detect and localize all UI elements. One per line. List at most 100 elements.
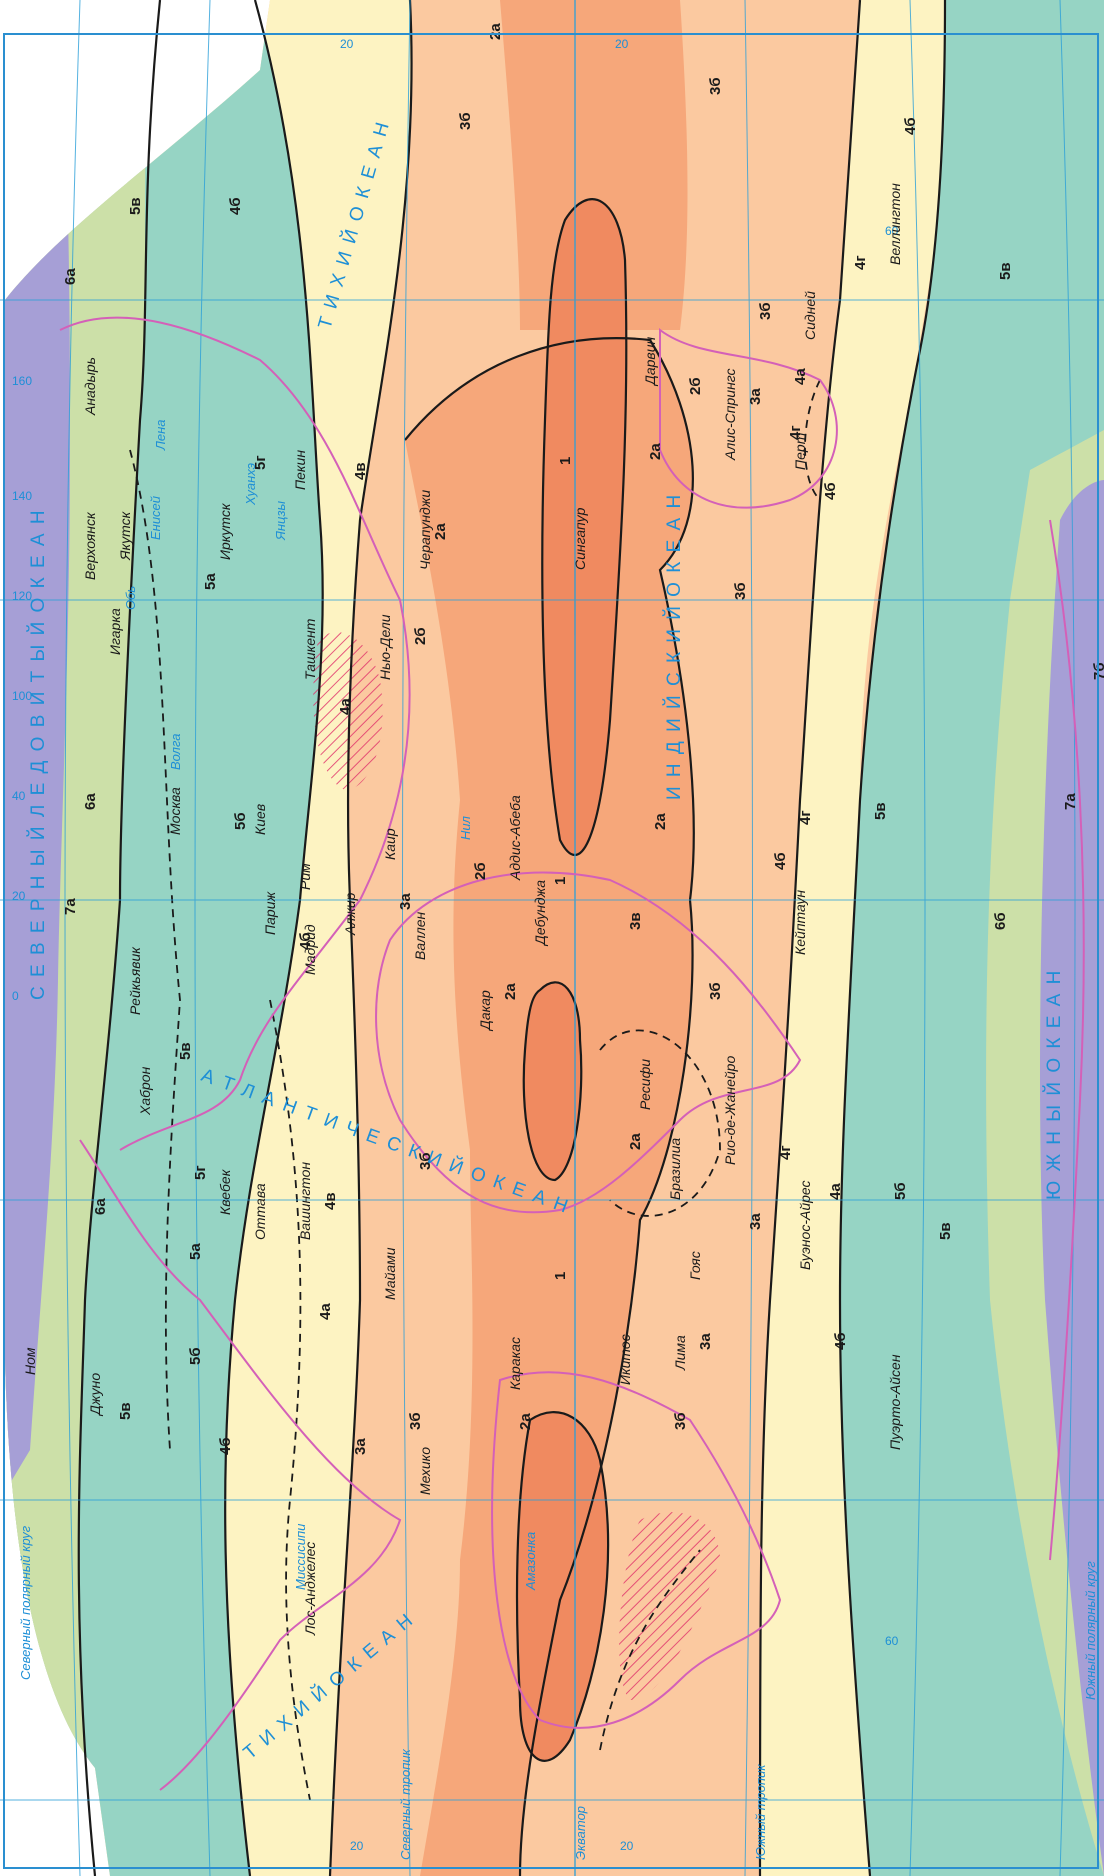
arctic-circle-label: Северный полярный круг [18,1525,33,1680]
river-label: Волга [168,734,183,770]
zone-label: 2а [517,1413,534,1430]
city-label: Аддис-Абеба [507,795,523,881]
zone-label: 4б [772,852,789,870]
zone-label: 4б [822,482,839,500]
city-label: Алис-Спрингс [722,368,738,461]
city-label: Хаброн [137,1066,153,1116]
city-label: Пекин [292,450,308,490]
zone-label: 4б [217,1437,234,1455]
city-labels: Анадырь Верхоянск Якутск Игарка Иркутск … [22,183,903,1636]
zone-label: 4б [832,1332,849,1350]
meridian-line [909,0,926,1876]
boundary-line [328,0,413,1876]
zone4-south-belt [760,0,960,1876]
dashed-boundary [599,1029,721,1217]
zone-label: 1 [557,457,574,465]
river-label: Обь [123,586,138,610]
degree-label: 140 [12,489,32,503]
degree-label: 40 [12,789,26,803]
city-label: Икитос [617,1334,633,1385]
antarctic-circle-label: Южный полярный круг [1083,1561,1098,1700]
coastline-africa [375,871,802,1214]
city-label: Пуэрто-Айсен [887,1354,903,1450]
zone-label: 2а [627,1133,644,1150]
zone-label: 5г [192,1165,209,1180]
degree-labels: 160 140 120 100 40 20 0 20 20 20 20 60 6… [12,37,899,1853]
city-label: Оттава [252,1183,268,1240]
zone-label: 1 [552,877,569,885]
city-label: Киев [252,804,268,835]
zone1-africa [523,982,582,1180]
meridian-line [194,0,211,1876]
zone-label: 2а [502,983,519,1000]
zone-label: 5в [872,802,889,820]
zone-label: 5в [117,1402,134,1420]
zone-label: 3б [672,1412,689,1430]
city-label: Черапунджи [417,490,433,570]
city-label: Нью-Дели [377,614,393,680]
zone-label: 4б [227,197,244,215]
zone-label: 3а [397,893,414,910]
zone-label: 5б [892,1182,909,1200]
coastline-south-america [491,1371,782,1729]
city-label: Веллингтон [887,183,903,265]
dashed-boundary [269,999,311,1801]
zone-label: 4а [792,368,809,385]
zone-label: 4б [297,932,314,950]
reference-line-labels: Экватор Северный тропик Южный тропик Сев… [18,1525,1098,1860]
river-label: Миссисипи [293,1524,308,1590]
zone-label: 3а [747,388,764,405]
boundary-line [758,0,862,1876]
degree-label: 20 [350,1839,364,1853]
zone-label: 4в [352,462,369,480]
zone-label: 5в [177,1042,194,1060]
north-tropic-label: Северный тропик [398,1748,413,1860]
coastline-antarctica [1049,519,1085,1561]
zone-label: 4а [317,1303,334,1320]
zone-label: 4в [322,1192,339,1210]
zone-label: 4г [797,810,814,825]
boundary-line [515,1411,610,1762]
city-label: Дакар [477,990,493,1032]
coastline-eurasia [59,316,411,1151]
boundary-line [404,337,695,1876]
zone-label: 3б [757,302,774,320]
zone-label: 5г [252,455,269,470]
city-label: Сидней [802,291,818,340]
dashed-boundary [599,1549,701,1751]
zone1-southeast-asia [542,199,627,855]
city-label: Ном [22,1347,38,1375]
zone-label: 6а [92,1198,109,1215]
coastline-australia [659,328,838,509]
zone2-top-belt [500,0,688,330]
zone-label: 6б [992,912,1009,930]
zone-label: 5б [232,812,249,830]
dashed-boundary [129,449,181,1451]
zone-labels: 2а 3б 3б 4б 4б 5в 6а 5в 4г 3б 4г 4а 2б 3… [62,23,1104,1455]
highland-hatch-asia [313,632,383,790]
coastline-north-america [79,1139,402,1791]
river-label: Нил [458,815,473,840]
degree-label: 20 [615,37,629,51]
zone-label: 3б [732,582,749,600]
zone-label: 4г [777,1145,794,1160]
degree-label: 0 [12,989,19,1003]
zone-label: 5в [937,1222,954,1240]
city-label: Якутск [117,510,133,561]
city-label: Перт [792,432,808,470]
boundary-line [838,0,947,1876]
zone-label: 5а [187,1243,204,1260]
city-label: Вашингтон [297,1162,313,1240]
city-label: Рим [297,863,313,890]
boundary-line [224,0,324,1876]
city-label: Ресифи [637,1059,653,1110]
zone-label: 3в [627,912,644,930]
city-label: Каир [382,828,398,860]
zone-label: 3а [352,1438,369,1455]
dashed-boundary [804,379,821,501]
zone-label: 2а [487,23,504,40]
zone-label: 4г [852,255,869,270]
degree-label: 100 [12,689,32,703]
zone-label: 4а [337,698,354,715]
